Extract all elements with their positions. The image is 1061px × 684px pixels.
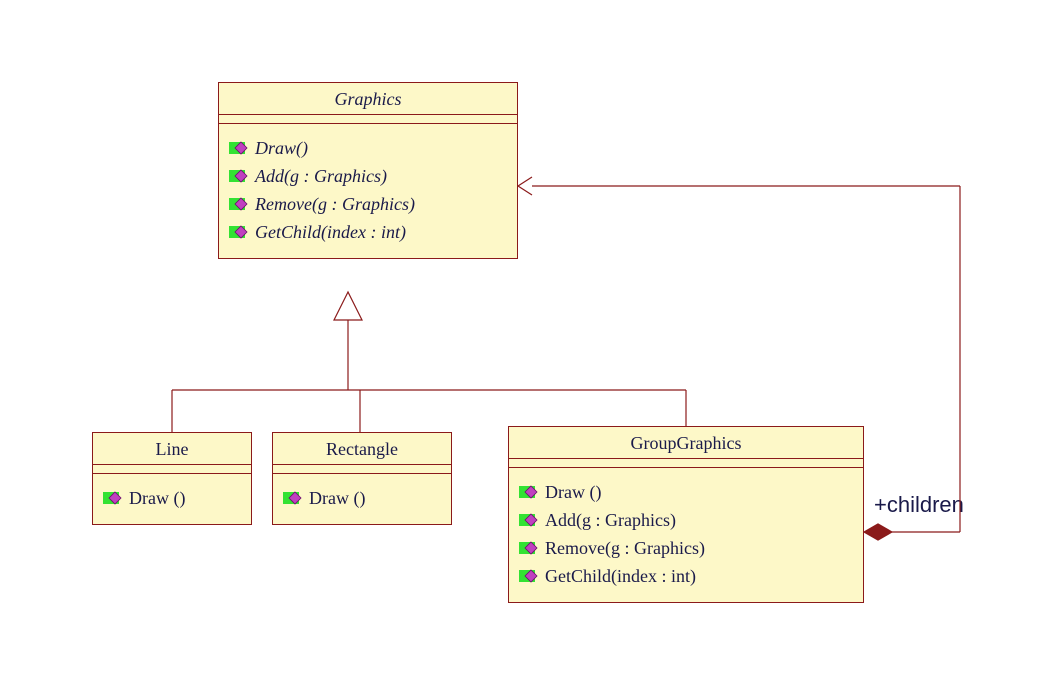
class-rectangle-ops: Draw () (273, 474, 451, 524)
op-label: Remove(g : Graphics) (255, 190, 415, 218)
op-label: GetChild(index : int) (545, 562, 696, 590)
class-rectangle-attrs (273, 465, 451, 474)
op-label: GetChild(index : int) (255, 218, 406, 246)
class-line-attrs (93, 465, 251, 474)
method-icon (519, 540, 541, 556)
op-label: Draw () (309, 484, 365, 512)
op-label: Draw () (129, 484, 185, 512)
class-graphics: Graphics Draw() Add(g : Graphics) Remove… (218, 82, 518, 259)
class-graphics-ops: Draw() Add(g : Graphics) Remove(g : Grap… (219, 124, 517, 258)
method-icon (103, 490, 125, 506)
class-line-title: Line (93, 433, 251, 465)
op-getchild: GetChild(index : int) (229, 218, 509, 246)
class-groupgraphics-ops: Draw () Add(g : Graphics) Remove(g : Gra… (509, 468, 863, 602)
op-label: Draw() (255, 134, 308, 162)
method-icon (519, 568, 541, 584)
op-draw: Draw() (229, 134, 509, 162)
op-label: Draw () (545, 478, 601, 506)
class-rectangle-title: Rectangle (273, 433, 451, 465)
op-remove: Remove(g : Graphics) (229, 190, 509, 218)
class-groupgraphics-attrs (509, 459, 863, 468)
class-groupgraphics-title: GroupGraphics (509, 427, 863, 459)
method-icon (283, 490, 305, 506)
op-draw: Draw () (103, 484, 243, 512)
class-graphics-title: Graphics (219, 83, 517, 115)
op-remove: Remove(g : Graphics) (519, 534, 855, 562)
op-add: Add(g : Graphics) (229, 162, 509, 190)
class-groupgraphics: GroupGraphics Draw () Add(g : Graphics) … (508, 426, 864, 603)
method-icon (229, 140, 251, 156)
op-label: Add(g : Graphics) (255, 162, 387, 190)
association-label-children: +children (874, 492, 964, 518)
method-icon (519, 484, 541, 500)
class-graphics-attrs (219, 115, 517, 124)
op-draw: Draw () (283, 484, 443, 512)
class-line-ops: Draw () (93, 474, 251, 524)
op-getchild: GetChild(index : int) (519, 562, 855, 590)
op-draw: Draw () (519, 478, 855, 506)
method-icon (229, 196, 251, 212)
method-icon (229, 168, 251, 184)
method-icon (229, 224, 251, 240)
op-add: Add(g : Graphics) (519, 506, 855, 534)
op-label: Add(g : Graphics) (545, 506, 676, 534)
class-rectangle: Rectangle Draw () (272, 432, 452, 525)
method-icon (519, 512, 541, 528)
class-line: Line Draw () (92, 432, 252, 525)
op-label: Remove(g : Graphics) (545, 534, 705, 562)
